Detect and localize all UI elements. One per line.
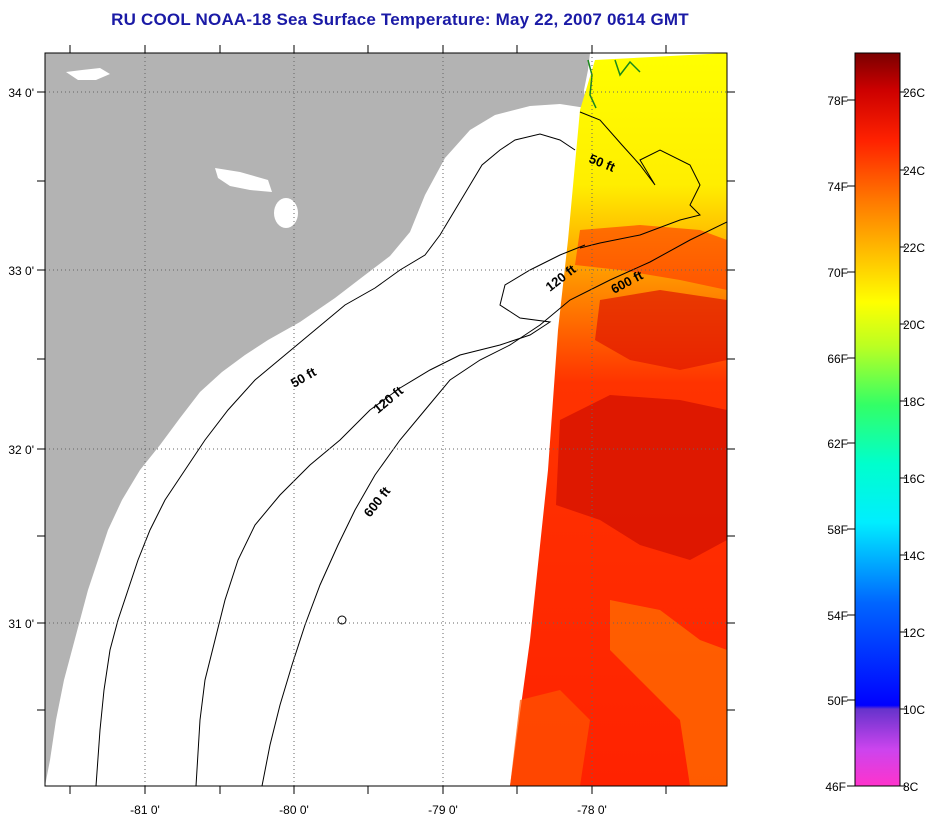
inland-lake xyxy=(274,198,298,228)
sst-cool-patch xyxy=(510,690,590,786)
land-area xyxy=(45,53,590,786)
colorbar-f-label: 58F xyxy=(827,523,848,537)
colorbar-f-label: 62F xyxy=(827,437,848,451)
gridlines xyxy=(45,53,727,786)
colorbar-f-label: 78F xyxy=(827,94,848,108)
sst-warm-patch xyxy=(595,290,727,370)
inland-lake xyxy=(215,168,272,192)
colorbar-c-label: 20C xyxy=(903,318,925,332)
map-title: RU COOL NOAA-18 Sea Surface Temperature:… xyxy=(111,10,689,29)
sst-warm-core xyxy=(556,395,727,560)
sst-cool-patch xyxy=(610,600,727,786)
colorbar-f-label: 54F xyxy=(827,609,848,623)
lon-tick-label: -79 0' xyxy=(428,803,458,817)
colorbar-f-label: 46F xyxy=(825,780,846,794)
isobath-600ft-small-closure xyxy=(337,615,347,625)
colorbar-f-label: 70F xyxy=(827,266,848,280)
lon-tick-label: -81 0' xyxy=(130,803,160,817)
colorbar-c-label: 14C xyxy=(903,549,925,563)
isobath-120ft xyxy=(195,244,586,786)
colorbar-c-label: 24C xyxy=(903,164,925,178)
colorbar-c-label: 8C xyxy=(903,780,919,794)
lat-tick-label: 31 0' xyxy=(8,617,34,631)
inland-lake xyxy=(66,68,110,80)
colorbar-f-label: 66F xyxy=(827,352,848,366)
frame-ticks xyxy=(37,45,735,794)
lat-tick-label: 32 0' xyxy=(8,443,34,457)
colorbar-f-label: 50F xyxy=(827,694,848,708)
colorbar: 78F 74F 70F 66F 62F 58F 54F 50F 46F 26C … xyxy=(825,52,925,794)
lon-tick-label: -80 0' xyxy=(279,803,309,817)
lat-tick-label: 33 0' xyxy=(8,264,34,278)
lon-tick-label: -78 0' xyxy=(577,803,607,817)
sst-warm-patch xyxy=(575,225,727,290)
isobath-50ft xyxy=(95,133,576,786)
coastline-fringe xyxy=(587,59,641,109)
colorbar-f-label: 74F xyxy=(827,180,848,194)
colorbar-c-label: 26C xyxy=(903,86,925,100)
colorbar-c-label: 16C xyxy=(903,472,925,486)
colorbar-gradient xyxy=(854,52,901,787)
colorbar-c-label: 12C xyxy=(903,626,925,640)
colorbar-c-label: 22C xyxy=(903,241,925,255)
isobath-600ft xyxy=(261,221,727,786)
colorbar-c-label: 18C xyxy=(903,395,925,409)
lat-tick-label: 34 0' xyxy=(8,86,34,100)
colorbar-c-label: 10C xyxy=(903,703,925,717)
coastline-in-swath xyxy=(579,111,701,249)
map-frame xyxy=(44,52,728,787)
